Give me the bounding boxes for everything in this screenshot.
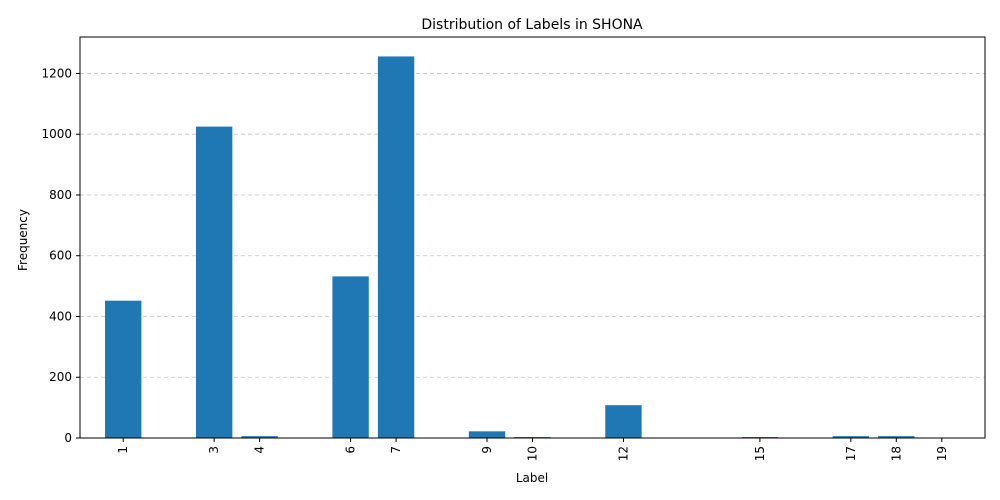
y-tick-label: 1200 bbox=[41, 66, 72, 80]
x-tick-label: 19 bbox=[935, 446, 949, 461]
bar-label-9 bbox=[468, 431, 506, 438]
x-tick-label: 9 bbox=[480, 446, 494, 454]
x-tick-label: 17 bbox=[844, 446, 858, 461]
x-tick-label: 12 bbox=[616, 446, 630, 461]
bars-layer bbox=[105, 56, 960, 439]
bar-label-6 bbox=[332, 276, 369, 438]
x-tick-label: 4 bbox=[253, 446, 267, 454]
x-tick-label: 18 bbox=[889, 446, 903, 461]
ticks-layer: 0 200 400 600 800 1000 1200 1 3 4 6 7 9 10 12 15 17 18 19 bbox=[41, 66, 948, 461]
chart-title: Distribution of Labels in SHONA bbox=[421, 17, 643, 33]
bar-label-3 bbox=[195, 126, 233, 438]
y-tick-label: 200 bbox=[49, 370, 72, 384]
y-tick-label: 800 bbox=[49, 188, 72, 202]
x-tick-label: 7 bbox=[389, 446, 403, 454]
y-tick-label: 600 bbox=[49, 249, 72, 263]
bar-label-12 bbox=[605, 405, 642, 438]
y-tick-label: 0 bbox=[64, 431, 72, 445]
bar-label-4 bbox=[241, 436, 278, 438]
bar-label-7 bbox=[377, 56, 415, 439]
bar-label-1 bbox=[105, 300, 142, 438]
x-tick-label: 3 bbox=[207, 446, 221, 454]
bar-label-17 bbox=[832, 436, 870, 438]
x-tick-label: 15 bbox=[753, 446, 767, 461]
bar-label-18 bbox=[878, 436, 915, 438]
x-tick-label: 1 bbox=[116, 446, 130, 454]
y-axis-label: Frequency bbox=[16, 209, 30, 271]
x-tick-label: 6 bbox=[344, 446, 358, 454]
y-tick-label: 400 bbox=[49, 309, 72, 323]
y-tick-label: 1000 bbox=[41, 127, 72, 141]
x-axis-label: Label bbox=[516, 471, 548, 485]
x-tick-label: 10 bbox=[526, 446, 540, 461]
